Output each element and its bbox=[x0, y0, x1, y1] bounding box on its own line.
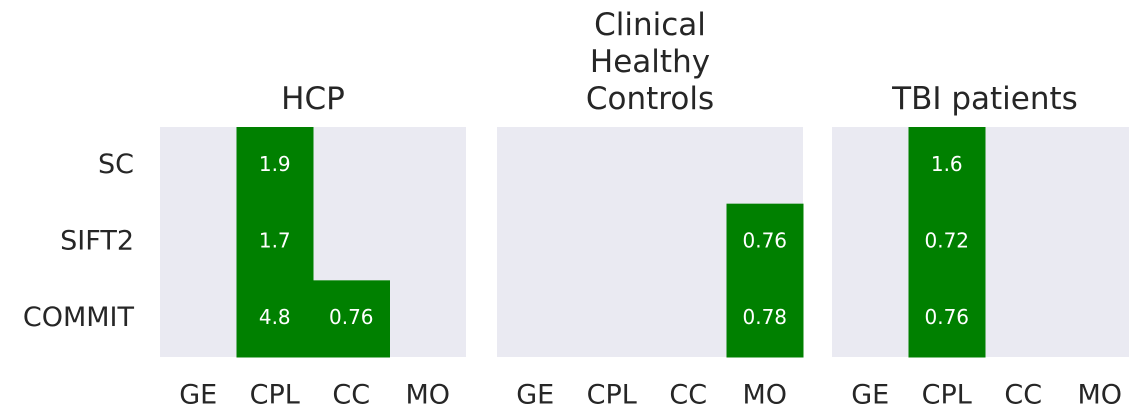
heatmap-cell bbox=[236, 203, 314, 281]
x-tick-label: CC bbox=[1004, 380, 1042, 411]
y-tick-label: SIFT2 bbox=[60, 226, 134, 257]
cell-label: 4.8 bbox=[259, 305, 291, 329]
x-tick-label: CPL bbox=[250, 380, 300, 411]
heatmap-cell bbox=[908, 280, 986, 358]
cell-label: 1.9 bbox=[259, 152, 291, 176]
cell-label: 0.72 bbox=[924, 229, 969, 253]
panel-title: TBI patients bbox=[892, 81, 1078, 117]
cell-label: 0.78 bbox=[742, 305, 787, 329]
heatmap-cell bbox=[908, 203, 986, 281]
heatmap-cell bbox=[313, 280, 390, 358]
y-tick-label: COMMIT bbox=[23, 302, 135, 333]
x-tick-label: GE bbox=[851, 380, 889, 411]
x-tick-label: MO bbox=[742, 380, 787, 411]
x-tick-label: GE bbox=[179, 380, 217, 411]
panel-title: Clinical Healthy Controls bbox=[585, 7, 715, 117]
x-tick-label: CC bbox=[669, 380, 707, 411]
x-tick-label: CPL bbox=[922, 380, 972, 411]
cell-label: 0.76 bbox=[924, 305, 969, 329]
x-tick-label: CC bbox=[332, 380, 370, 411]
heatmap-cell bbox=[236, 127, 314, 205]
panel-title: HCP bbox=[281, 81, 345, 117]
cell-label: 0.76 bbox=[742, 229, 787, 253]
x-tick-label: MO bbox=[405, 380, 450, 411]
cell-label: 1.7 bbox=[259, 229, 291, 253]
cell-label: 0.76 bbox=[329, 305, 374, 329]
x-tick-label: MO bbox=[1077, 380, 1122, 411]
heatmap-cell bbox=[726, 280, 804, 358]
heatmap-cell bbox=[726, 203, 804, 281]
heatmap-cell bbox=[236, 280, 314, 358]
cell-label: 1.6 bbox=[931, 152, 963, 176]
y-tick-label: SC bbox=[98, 149, 134, 180]
heatmap-cell bbox=[908, 127, 986, 205]
x-tick-label: CPL bbox=[587, 380, 637, 411]
x-tick-label: GE bbox=[516, 380, 554, 411]
